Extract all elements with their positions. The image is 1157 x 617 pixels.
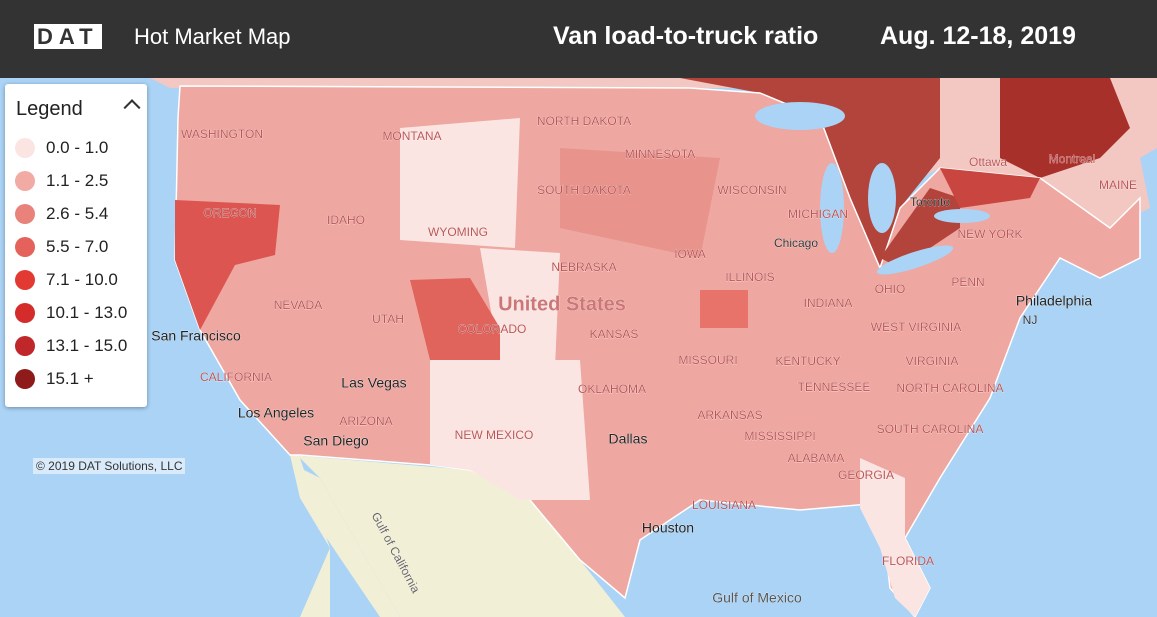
legend-label: 7.1 - 10.0 bbox=[46, 270, 118, 289]
logo-text: DAT bbox=[34, 24, 102, 49]
legend-swatch bbox=[15, 369, 35, 389]
map-label: ARIZONA bbox=[339, 414, 392, 428]
map-label: MICHIGAN bbox=[788, 207, 848, 221]
map-label: San Diego bbox=[303, 433, 369, 449]
map-label: LOUISIANA bbox=[692, 498, 756, 512]
map-label: UTAH bbox=[372, 312, 404, 326]
map-label: Houston bbox=[642, 520, 694, 536]
map-label: MAINE bbox=[1099, 178, 1137, 192]
map-label: IDAHO bbox=[327, 213, 365, 227]
map-label: ILLINOIS bbox=[725, 270, 774, 284]
map-label: ARKANSAS bbox=[697, 408, 762, 422]
map-label: United States bbox=[498, 293, 626, 315]
map-label: IOWA bbox=[674, 247, 706, 261]
lake-ontario bbox=[934, 209, 990, 223]
baja bbox=[300, 468, 400, 617]
legend-label: 1.1 - 2.5 bbox=[46, 171, 109, 190]
lake-huron bbox=[868, 163, 896, 233]
legend-title: Legend bbox=[16, 98, 83, 120]
metric-title: Van load-to-truck ratio bbox=[553, 22, 819, 50]
map-label: OKLAHOMA bbox=[578, 382, 646, 396]
date-range: Aug. 12-18, 2019 bbox=[880, 22, 1076, 50]
map-label: San Francisco bbox=[151, 328, 241, 344]
colorado bbox=[410, 278, 500, 360]
map-label: SOUTH DAKOTA bbox=[537, 183, 631, 197]
map-label: Montreal bbox=[1049, 152, 1096, 166]
map-label: NORTH CAROLINA bbox=[896, 381, 1003, 395]
new-mexico bbox=[430, 360, 590, 500]
map-label: WISCONSIN bbox=[717, 183, 786, 197]
map-label: MISSISSIPPI bbox=[744, 429, 815, 443]
map-label: WEST VIRGINIA bbox=[871, 320, 961, 334]
map-label: NEW MEXICO bbox=[455, 428, 534, 442]
florida bbox=[860, 458, 930, 617]
map-label: Gulf of Mexico bbox=[712, 590, 802, 606]
collapse-button[interactable] bbox=[123, 99, 141, 117]
map-label: NJ bbox=[1023, 313, 1038, 327]
quebec-south bbox=[940, 168, 1040, 208]
legend-label: 15.1 + bbox=[46, 369, 94, 388]
map-label: GEORGIA bbox=[838, 468, 894, 482]
copyright: © 2019 DAT Solutions, LLC bbox=[33, 458, 186, 474]
legend-label: 0.0 - 1.0 bbox=[46, 138, 109, 157]
map-label: SOUTH CAROLINA bbox=[877, 422, 984, 436]
oregon bbox=[175, 200, 280, 330]
map-label: Chicago bbox=[774, 236, 818, 250]
illinois-patch bbox=[700, 290, 748, 328]
map-label: Ottawa bbox=[969, 155, 1007, 169]
legend-label: 2.6 - 5.4 bbox=[46, 204, 109, 223]
legend-label: 5.5 - 7.0 bbox=[46, 237, 109, 256]
map-label: COLORADO bbox=[458, 322, 527, 336]
map-label: Los Angeles bbox=[238, 405, 314, 421]
map-label: NEVADA bbox=[274, 298, 322, 312]
plains bbox=[560, 148, 720, 258]
header: DAT Hot Market Map Van load-to-truck rat… bbox=[0, 0, 1157, 78]
map-label: Las Vegas bbox=[341, 375, 406, 391]
legend-swatch bbox=[15, 303, 35, 323]
map-label: MISSOURI bbox=[678, 353, 737, 367]
map-label: ALABAMA bbox=[788, 451, 845, 465]
map-label: NEBRASKA bbox=[551, 260, 616, 274]
legend-swatch bbox=[15, 270, 35, 290]
map-label: INDIANA bbox=[804, 296, 853, 310]
app-title: Hot Market Map bbox=[134, 24, 291, 49]
map-label: Dallas bbox=[609, 431, 648, 447]
map-label: Toronto bbox=[910, 195, 950, 209]
map-label: OHIO bbox=[875, 282, 906, 296]
map-label: FLORIDA bbox=[882, 554, 934, 568]
map-label: MINNESOTA bbox=[625, 147, 695, 161]
map-label: TENNESSEE bbox=[798, 380, 871, 394]
legend-swatch bbox=[15, 237, 35, 257]
map-label: WASHINGTON bbox=[181, 127, 263, 141]
legend-swatch bbox=[15, 204, 35, 224]
quebec bbox=[1000, 78, 1130, 178]
map-label: NORTH DAKOTA bbox=[537, 114, 631, 128]
logo: DAT bbox=[34, 24, 102, 50]
map-label: PENN bbox=[951, 275, 984, 289]
ontario-peninsula bbox=[880, 188, 960, 268]
map-label: NEW YORK bbox=[957, 227, 1022, 241]
legend: Legend 0.0 - 1.0 1.1 - 2.5 2.6 - 5.4 5.5 - … bbox=[5, 84, 147, 407]
wyoming bbox=[400, 118, 520, 248]
legend-swatch bbox=[15, 171, 35, 191]
map-label: Philadelphia bbox=[1016, 293, 1092, 309]
map: WASHINGTON MONTANA NORTH DAKOTA MINNESOTA ID… bbox=[0, 78, 1157, 617]
lake-michigan bbox=[820, 163, 844, 253]
lake-erie bbox=[876, 245, 954, 275]
map-label: KANSAS bbox=[590, 327, 639, 341]
legend-swatch bbox=[15, 336, 35, 356]
map-label: OREGON bbox=[203, 206, 256, 220]
map-label: MONTANA bbox=[382, 129, 441, 143]
map-label: CALIFORNIA bbox=[200, 370, 272, 384]
legend-swatch bbox=[15, 138, 35, 158]
map-label: WYOMING bbox=[428, 225, 488, 239]
legend-label: 13.1 - 15.0 bbox=[46, 336, 128, 355]
legend-label: 10.1 - 13.0 bbox=[46, 303, 128, 322]
map-label: VIRGINIA bbox=[906, 354, 959, 368]
lake-superior bbox=[755, 102, 845, 130]
map-label: KENTUCKY bbox=[775, 354, 840, 368]
